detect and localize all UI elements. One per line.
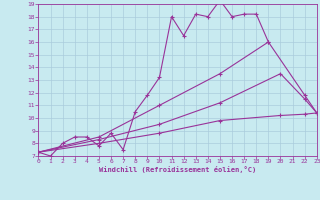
X-axis label: Windchill (Refroidissement éolien,°C): Windchill (Refroidissement éolien,°C) (99, 166, 256, 173)
